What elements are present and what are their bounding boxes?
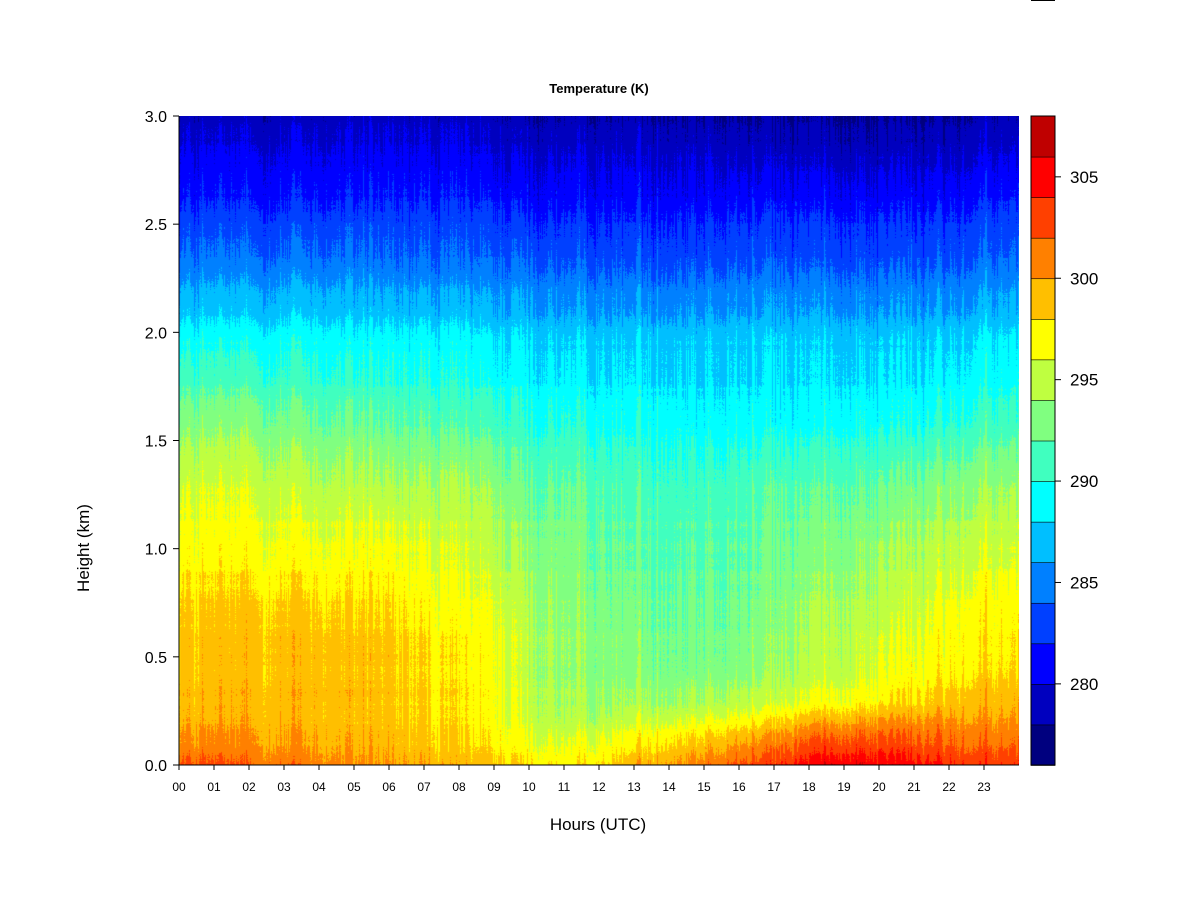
- x-tick-label: 15: [697, 780, 711, 794]
- colorbar-segment: [1030, 277, 1056, 320]
- x-tick-label: 04: [312, 780, 326, 794]
- colorbar-top-marker: [1031, 0, 1055, 1]
- y-tick-label: 2.0: [145, 325, 167, 342]
- colorbar-segment: [1030, 399, 1056, 442]
- colorbar-segment: [1030, 359, 1056, 401]
- y-tick-label: 3.0: [145, 109, 167, 126]
- x-tick-label: 07: [417, 780, 431, 794]
- colorbar-tick-label: 300: [1070, 269, 1098, 288]
- x-tick-label: 12: [592, 780, 606, 794]
- colorbar: [1030, 115, 1056, 766]
- x-tick-label: 08: [452, 780, 466, 794]
- x-tick-label: 20: [872, 780, 886, 794]
- x-tick-label: 18: [802, 780, 816, 794]
- y-tick-label: 2.5: [145, 217, 167, 234]
- y-tick-label: 1.5: [145, 434, 167, 451]
- x-tick-label: 22: [942, 780, 956, 794]
- x-axis-label: Hours (UTC): [550, 815, 646, 834]
- colorbar-tick-label: 290: [1070, 472, 1098, 491]
- colorbar-segment: [1030, 480, 1056, 523]
- y-tick-label: 0.5: [145, 650, 167, 667]
- colorbar-ticks: 280 285 290 295 300 305: [1055, 168, 1098, 694]
- colorbar-segment: [1030, 440, 1056, 482]
- colorbar-segment: [1030, 643, 1056, 685]
- colorbar-tick-label: 280: [1070, 675, 1098, 694]
- y-tick-label: 1.0: [145, 542, 167, 559]
- colorbar-segment: [1030, 196, 1056, 239]
- colorbar-segment: [1030, 237, 1056, 280]
- colorbar-segment: [1030, 724, 1056, 766]
- x-tick-label: 21: [907, 780, 921, 794]
- colorbar-frame: [1030, 115, 1056, 766]
- x-axis-ticks: 00 01 02 03 04 05 06 07 08 09 10 11 12 13 14 15 16 17 18 19…: [172, 765, 991, 794]
- colorbar-segment: [1030, 602, 1056, 645]
- x-tick-label: 06: [382, 780, 396, 794]
- colorbar-segment: [1030, 521, 1056, 563]
- chart-title: Temperature (K): [549, 81, 648, 96]
- x-tick-label: 01: [207, 780, 221, 794]
- x-tick-label: 14: [662, 780, 676, 794]
- x-tick-label: 05: [347, 780, 361, 794]
- x-tick-label: 13: [627, 780, 641, 794]
- colorbar-segment: [1030, 318, 1056, 361]
- colorbar-segment: [1030, 683, 1056, 726]
- x-tick-label: 03: [277, 780, 291, 794]
- x-tick-label: 11: [558, 780, 571, 794]
- x-tick-label: 00: [172, 780, 186, 794]
- x-tick-label: 02: [242, 780, 256, 794]
- heatmap-field: [179, 116, 1019, 765]
- x-tick-label: 17: [767, 780, 781, 794]
- colorbar-segment: [1030, 561, 1056, 604]
- y-axis-ticks: 0.0 0.5 1.0 1.5 2.0 2.5 3.0: [145, 109, 179, 775]
- colorbar-segment: [1030, 115, 1056, 158]
- plot-area: [179, 116, 1019, 765]
- colorbar-segment: [1030, 156, 1056, 198]
- y-axis-label: Height (km): [74, 504, 93, 592]
- x-tick-label: 10: [522, 780, 536, 794]
- x-tick-label: 23: [977, 780, 991, 794]
- colorbar-tick-label: 295: [1070, 371, 1098, 390]
- y-tick-label: 0.0: [145, 758, 167, 775]
- x-tick-label: 19: [837, 780, 851, 794]
- colorbar-tick-label: 285: [1070, 573, 1098, 592]
- colorbar-tick-label: 305: [1070, 168, 1098, 187]
- x-tick-label: 09: [487, 780, 501, 794]
- x-tick-label: 16: [732, 780, 746, 794]
